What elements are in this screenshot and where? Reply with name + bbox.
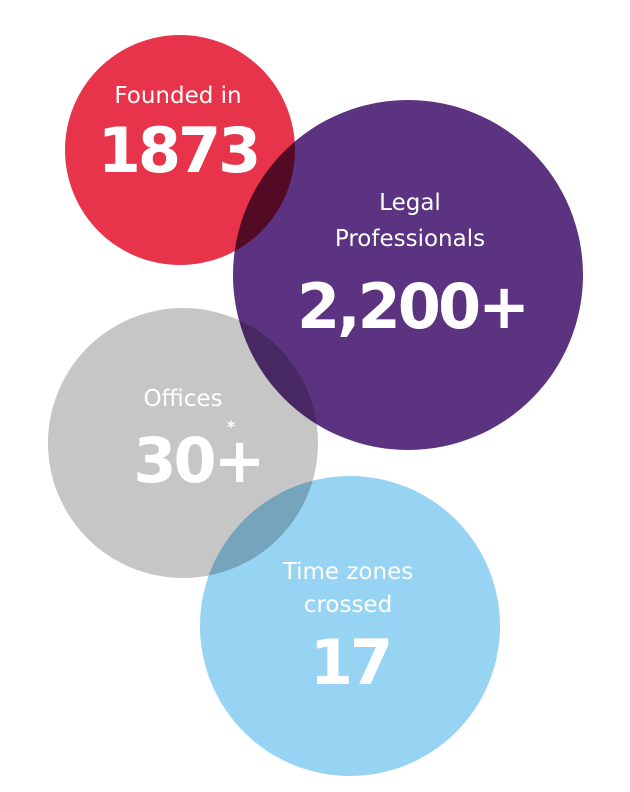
founded-circle xyxy=(65,35,295,265)
timezones-circle xyxy=(200,476,500,776)
stat-label: crossed xyxy=(304,592,392,618)
stat-value: 1873 xyxy=(98,114,259,187)
stat-value: 30+ xyxy=(133,424,262,497)
offices-circle xyxy=(48,308,318,578)
stat-label: Legal xyxy=(379,190,441,216)
stat-label: Time zones xyxy=(282,559,413,585)
stat-value: 2,200+ xyxy=(297,270,527,343)
stat-value: 17 xyxy=(310,626,390,699)
professionals-circle xyxy=(233,100,583,450)
stat-label: Offices xyxy=(143,386,222,412)
footnote-mark: * xyxy=(227,417,236,436)
stat-label: Professionals xyxy=(335,226,485,252)
stat-label: Founded in xyxy=(114,83,241,109)
